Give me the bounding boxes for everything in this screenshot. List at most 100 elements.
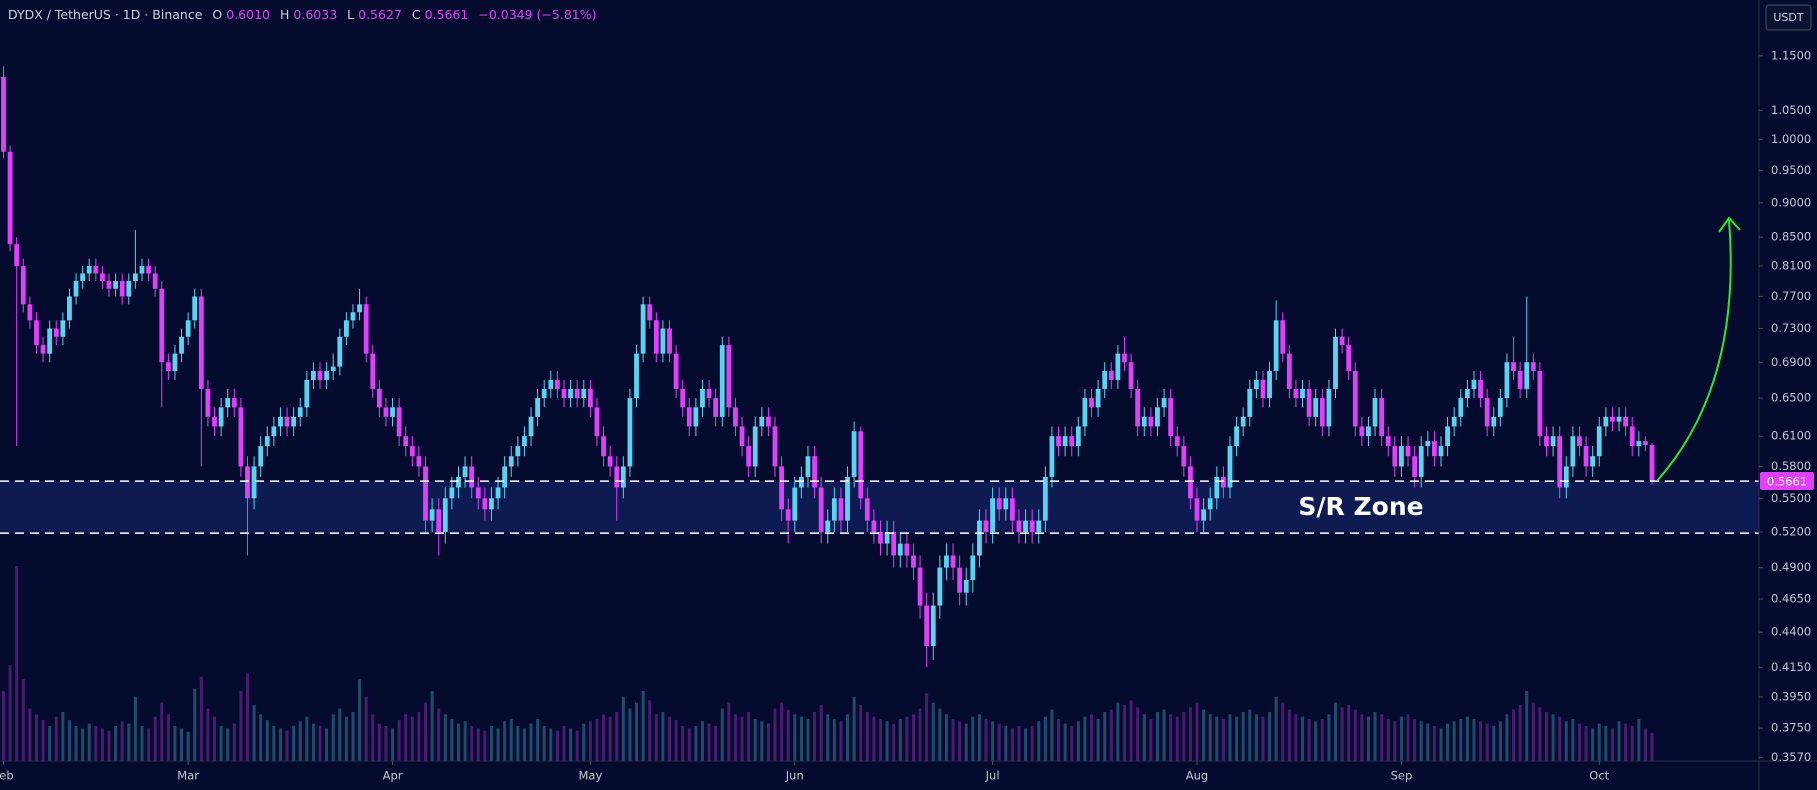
x-tick-label: Jun bbox=[785, 769, 804, 783]
candle-body bbox=[1300, 388, 1305, 399]
volume-bar bbox=[1215, 716, 1219, 761]
candle-body bbox=[515, 446, 521, 457]
volume-bar bbox=[780, 702, 784, 761]
candle-body bbox=[495, 487, 501, 499]
candle-body bbox=[1590, 456, 1596, 467]
candle-body bbox=[640, 304, 646, 354]
volume-bar bbox=[107, 730, 111, 761]
volume-bar bbox=[219, 725, 223, 761]
y-tick-label: 0.9500 bbox=[1771, 163, 1811, 177]
candle-body bbox=[726, 345, 732, 408]
candle-body bbox=[1425, 441, 1431, 447]
candle-body bbox=[1544, 436, 1549, 447]
candle-body bbox=[185, 320, 191, 337]
candle-body bbox=[1273, 320, 1279, 372]
ohlc-key: C bbox=[411, 7, 421, 22]
candle-body bbox=[337, 336, 343, 367]
volume-bar bbox=[338, 708, 342, 761]
candle-body bbox=[198, 296, 204, 389]
candle-body bbox=[930, 605, 936, 646]
unit-label[interactable]: USDT bbox=[1773, 11, 1804, 24]
candle-body bbox=[231, 398, 237, 408]
volume-bar bbox=[569, 728, 573, 761]
volume-bar bbox=[180, 728, 184, 761]
y-tick-label: 0.3950 bbox=[1771, 689, 1811, 703]
volume-bar bbox=[1024, 728, 1028, 761]
candle-body bbox=[554, 379, 560, 389]
volume-bar bbox=[496, 728, 500, 761]
candle-body bbox=[950, 555, 956, 568]
ohlc-value: 0.6010 bbox=[226, 7, 270, 22]
volume-bar bbox=[153, 716, 157, 761]
candle-body bbox=[86, 266, 92, 274]
volume-bar bbox=[173, 725, 177, 761]
candle-body bbox=[343, 320, 349, 337]
candle-body bbox=[917, 567, 923, 606]
candle-body bbox=[1306, 388, 1312, 417]
candle-body bbox=[1293, 388, 1299, 399]
candle-body bbox=[1082, 398, 1088, 427]
volume-bar bbox=[1037, 721, 1041, 761]
volume-bar bbox=[542, 725, 546, 761]
volume-bar bbox=[1195, 702, 1199, 761]
candle-body bbox=[1649, 445, 1655, 482]
candle-body bbox=[238, 407, 244, 467]
volume-bar bbox=[1333, 702, 1337, 761]
volume-bar bbox=[1479, 721, 1483, 761]
volume-bar bbox=[740, 716, 744, 761]
volume-bar bbox=[661, 711, 665, 761]
volume-bar bbox=[1129, 700, 1133, 761]
volume-bar bbox=[1406, 714, 1410, 761]
candle-body bbox=[1636, 441, 1642, 447]
candle-body bbox=[317, 371, 323, 380]
volume-bar bbox=[529, 723, 533, 761]
volume-bar bbox=[1538, 707, 1542, 761]
volume-bar bbox=[147, 728, 151, 761]
volume-bar bbox=[1610, 728, 1614, 761]
volume-bar bbox=[931, 702, 935, 761]
candle-body bbox=[1405, 446, 1411, 457]
arrow bbox=[1656, 219, 1732, 482]
volume-bar bbox=[206, 708, 210, 761]
candle-body bbox=[700, 388, 705, 408]
candle-body bbox=[831, 498, 837, 521]
candle-body bbox=[1464, 388, 1470, 399]
volume-bar bbox=[773, 708, 777, 761]
candle-body bbox=[825, 520, 831, 532]
candle-body bbox=[429, 509, 435, 521]
volume-bar bbox=[536, 718, 540, 761]
candle-body bbox=[119, 281, 125, 297]
candle-body bbox=[977, 520, 982, 556]
volume-bar bbox=[635, 702, 639, 761]
candle-body bbox=[1399, 446, 1404, 467]
candle-body bbox=[1161, 398, 1167, 408]
volume-bar bbox=[1597, 723, 1601, 761]
candle-body bbox=[845, 476, 850, 521]
ohlc-key: L bbox=[347, 7, 355, 22]
volume-bar bbox=[1004, 725, 1008, 761]
volume-bar bbox=[213, 716, 217, 761]
y-tick-label: 0.6500 bbox=[1771, 391, 1811, 405]
y-tick-label: 0.4650 bbox=[1771, 592, 1811, 606]
candle-body bbox=[409, 446, 415, 457]
candle-body bbox=[60, 320, 66, 337]
volume-bar bbox=[938, 708, 942, 761]
candle-body bbox=[812, 456, 817, 488]
unit-button-box[interactable] bbox=[1765, 4, 1812, 31]
candle-body bbox=[911, 555, 916, 568]
volume-bar bbox=[628, 708, 632, 761]
volume-bar bbox=[1571, 718, 1575, 761]
candle-body bbox=[73, 281, 79, 297]
volume-bar bbox=[997, 723, 1001, 761]
unit-button[interactable]: USDT bbox=[1765, 4, 1812, 31]
volume-bar bbox=[285, 730, 289, 761]
volume-bar bbox=[865, 711, 869, 761]
x-tick-label: Aug bbox=[1186, 769, 1208, 783]
volume-bar bbox=[760, 721, 764, 761]
candle-body bbox=[878, 531, 883, 544]
candle-body bbox=[297, 407, 303, 417]
volume-bar bbox=[1083, 716, 1087, 761]
candle-body bbox=[983, 520, 989, 532]
volume-bar bbox=[1577, 723, 1581, 761]
